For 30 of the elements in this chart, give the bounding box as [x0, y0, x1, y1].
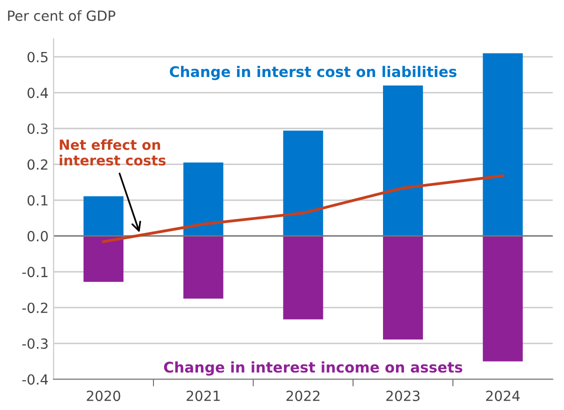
y-tick-label: -0.4 — [22, 374, 48, 385]
series-label: Change in interst cost on liabilities — [170, 66, 456, 80]
series-label: Change in interest income on assets — [164, 361, 462, 376]
x-tick-label: 2021 — [186, 390, 220, 402]
y-tick-label: 0.3 — [28, 123, 48, 134]
bar — [383, 86, 423, 236]
x-tick-label: 2020 — [86, 390, 120, 402]
y-tick-label: -0.1 — [22, 266, 48, 278]
x-tick-label: 2023 — [386, 390, 420, 402]
y-tick-label: 0.4 — [28, 88, 48, 98]
y-axis-title: Per cent of GDP — [8, 10, 116, 21]
y-tick-label: -0.3 — [22, 338, 48, 349]
y-tick-label: -0.2 — [22, 302, 48, 314]
bar — [482, 236, 523, 362]
x-tick-label: 2024 — [486, 390, 520, 402]
y-tick-label: 0.2 — [28, 159, 48, 170]
bar — [283, 130, 324, 236]
y-tick-label: 0.1 — [28, 195, 48, 206]
bar — [183, 162, 224, 236]
y-tick-label: 0.5 — [28, 52, 48, 62]
bar — [482, 53, 523, 236]
x-tick-label: 2022 — [286, 390, 320, 402]
bar — [84, 196, 124, 236]
bar — [283, 236, 324, 320]
bar — [183, 236, 224, 299]
text: Net effect on interest costs — [60, 139, 166, 166]
bar — [383, 236, 423, 340]
line-series — [102, 174, 504, 244]
y-tick-label: 0.0 — [28, 230, 48, 242]
bar — [84, 236, 124, 282]
